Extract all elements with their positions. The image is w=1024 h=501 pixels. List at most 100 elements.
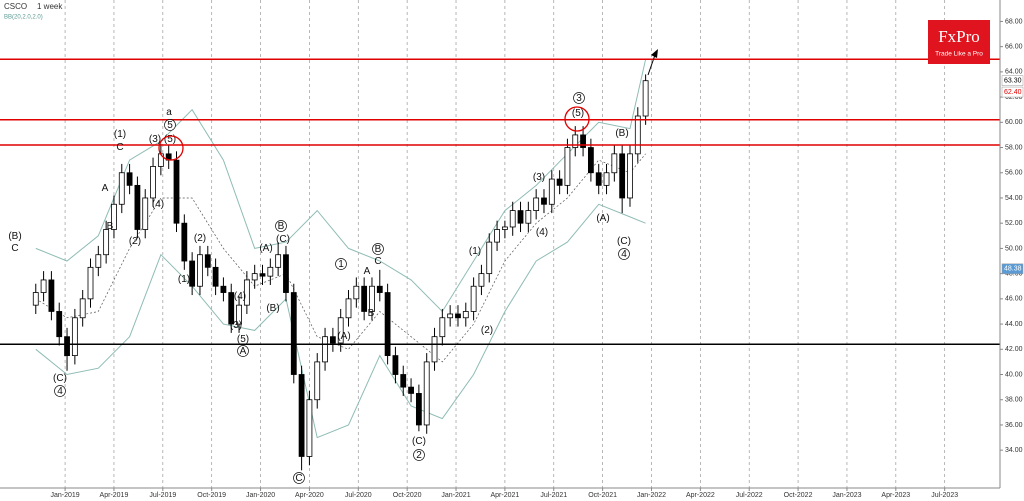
candle-body	[431, 336, 438, 363]
candle-body	[556, 178, 563, 186]
x-tick-label: Apr-2020	[295, 492, 324, 499]
wave-label: A	[364, 266, 371, 277]
candle-body	[251, 273, 258, 281]
wave-label: (C)	[617, 236, 631, 247]
candles	[32, 74, 649, 471]
candle-body	[71, 317, 78, 356]
candle-body	[150, 166, 156, 199]
logo-box	[928, 20, 990, 64]
x-tick-label: Jul-2021	[540, 492, 567, 499]
candle-body	[376, 285, 383, 293]
annotation-circle	[54, 385, 66, 397]
candle-body	[595, 172, 602, 186]
wave-label: C	[116, 142, 123, 153]
y-tick-label: 36.00	[1005, 422, 1023, 429]
annotation-circle	[413, 449, 425, 461]
candle-body	[228, 292, 235, 325]
y-tick-label: 46.00	[1005, 296, 1023, 303]
x-tick-label: Apr-2019	[100, 492, 129, 499]
wave-label: (4)	[234, 291, 246, 302]
candle-body	[189, 260, 196, 287]
wave-label: A	[240, 346, 247, 357]
wave-label: B	[107, 221, 114, 232]
x-tick-label: Jan-2019	[50, 492, 79, 499]
levels	[0, 58, 1000, 345]
y-tick-label: 44.00	[1005, 321, 1023, 328]
candle-body	[580, 134, 586, 148]
wave-label: (1)	[469, 246, 481, 257]
y-tick-label: 60.00	[1005, 119, 1023, 126]
y-tick-label: 66.00	[1005, 44, 1023, 51]
wave-label: (B)	[615, 128, 628, 139]
indicator-label: BB(20,2.0,2.0)	[4, 15, 43, 21]
x-tick-label: Jan-2021	[441, 492, 470, 499]
candle-body	[212, 266, 219, 287]
candle-body	[603, 172, 610, 186]
wave-label: B	[278, 221, 285, 232]
projection-arrow	[647, 54, 656, 76]
candle-body	[134, 184, 141, 230]
candle-body	[400, 374, 407, 388]
wave-label: B	[368, 308, 375, 319]
x-tick-label: Apr-2023	[881, 492, 910, 499]
candle-body	[345, 298, 352, 319]
candle-body	[283, 254, 289, 293]
annotation-circle	[164, 119, 176, 131]
wave-label: (A)	[259, 243, 272, 254]
y-tick-label: 52.00	[1005, 220, 1023, 227]
wave-label: (2)	[129, 236, 141, 247]
band-line	[35, 203, 646, 439]
x-tick-label: Oct-2019	[197, 492, 226, 499]
wave-label: (5)	[237, 334, 249, 345]
candle-body	[103, 229, 110, 256]
x-tick-label: Oct-2022	[784, 492, 813, 499]
annotation-circle	[293, 472, 305, 484]
candle-body	[79, 298, 86, 319]
wave-label: 4	[57, 386, 63, 397]
candle-body	[642, 80, 649, 117]
x-tick-label: Jul-2023	[931, 492, 958, 499]
candle-body	[267, 266, 274, 277]
price-tag-label: 62.40	[1004, 89, 1022, 96]
candle-body	[259, 273, 266, 277]
wave-label: (B)	[266, 303, 279, 314]
candle-body	[353, 285, 360, 300]
y-tick-label: 50.00	[1005, 245, 1023, 252]
band-line	[35, 59, 647, 313]
price-tag	[1001, 75, 1024, 86]
axes: Jan-2019 Apr-2019 Jul-2019 Oct-2019 Jan-2020…	[50, 18, 1024, 499]
annotation-circle	[573, 92, 585, 104]
y-tick-label: 62.00	[1005, 94, 1023, 101]
x-tick-label: Jan-2020	[246, 492, 275, 499]
candle-body	[142, 197, 149, 230]
x-tick-label: Oct-2020	[393, 492, 422, 499]
candle-body	[361, 285, 368, 312]
candle-body	[306, 399, 313, 457]
wave-label: B	[375, 244, 382, 255]
wave-label: 2	[416, 450, 422, 461]
annotation-circle	[275, 220, 287, 232]
candle-body	[298, 374, 305, 457]
wave-label: (A)	[596, 213, 609, 224]
wave-label: (C)	[412, 436, 426, 447]
wave-label: (C)	[276, 234, 290, 245]
wave-label: C	[11, 243, 18, 254]
candle-body	[32, 292, 39, 306]
wave-label: 1	[338, 259, 344, 270]
candle-body	[611, 153, 618, 174]
candle-body	[627, 153, 633, 199]
candle-body	[322, 336, 328, 363]
candle-body	[329, 336, 336, 344]
band-line	[35, 153, 646, 363]
wave-label: (A)	[337, 331, 350, 342]
candle-body	[40, 279, 47, 293]
wave-label: A	[102, 183, 109, 194]
candle-body	[587, 147, 594, 174]
candle-body	[525, 210, 532, 224]
wave-label: (4)	[536, 227, 548, 238]
price-tag	[1001, 263, 1024, 275]
candle-body	[236, 304, 242, 325]
candle-body	[541, 197, 547, 205]
